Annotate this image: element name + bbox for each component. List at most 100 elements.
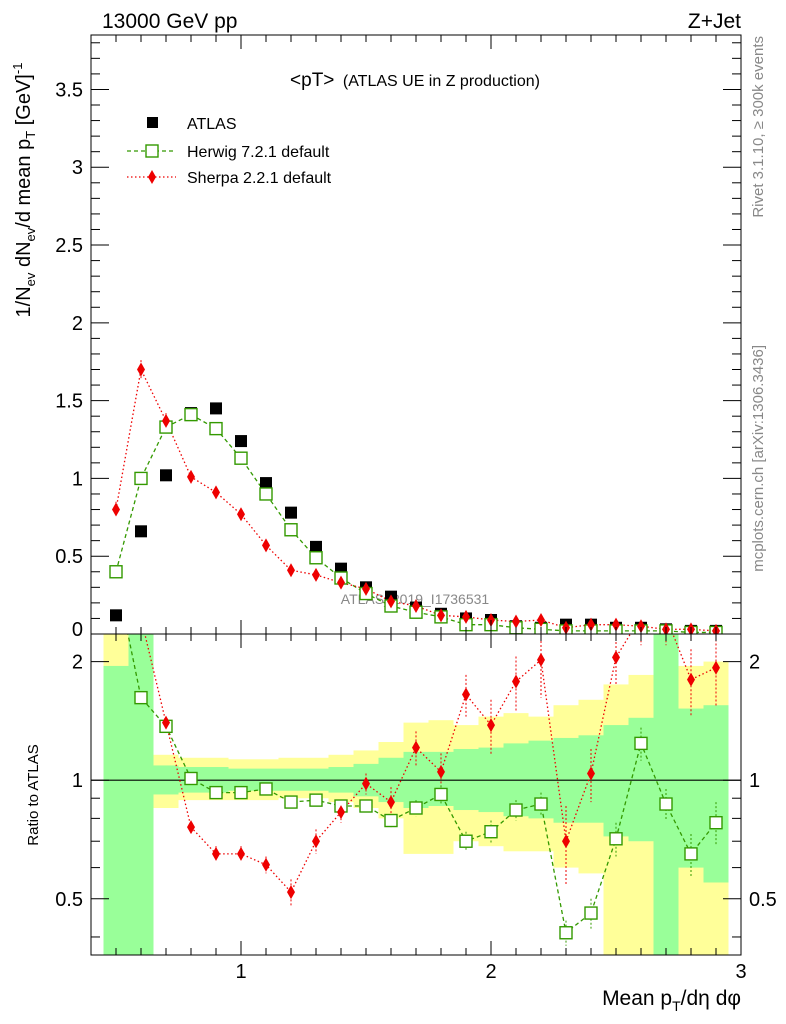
sherpa-point: [312, 567, 320, 582]
legend-herwig-marker: [145, 144, 159, 158]
ratio-sherpa-point: [237, 846, 245, 861]
ratio-sherpa-point: [112, 448, 120, 462]
ratio-y-tick-label-right: 2: [749, 652, 760, 674]
ratio-herwig-point: [134, 690, 148, 705]
ratio-sherpa-point: [212, 846, 220, 861]
sherpa-point: [587, 617, 595, 632]
ratio-sherpa-point: [262, 857, 270, 872]
sherpa-point: [412, 598, 420, 613]
sherpa-point: [112, 502, 120, 517]
herwig-point: [109, 565, 123, 579]
ratio-uncertainty-bands: [103, 634, 729, 955]
herwig-point: [259, 487, 273, 501]
ratio-herwig-point: [634, 736, 648, 751]
ratio-sherpa-point: [587, 766, 595, 781]
sherpa-point: [637, 619, 645, 634]
legend-sherpa-label: Sherpa 2.2.1 default: [187, 170, 332, 187]
ratio-band-inner: [103, 665, 129, 955]
ratio-y-tick-label: 1: [72, 770, 83, 792]
main-title-subtitle: (ATLAS UE in Z production): [343, 73, 540, 90]
main-y-tick-label: 1: [72, 468, 83, 490]
ratio-band-inner: [453, 748, 479, 811]
main-y-tick-label: 0: [72, 619, 83, 641]
header-process: Z+Jet: [688, 10, 741, 33]
header-energy: 13000 GeV pp: [102, 10, 237, 33]
atlas-point: [110, 609, 122, 622]
main-y-tick-label: 2.5: [55, 235, 83, 257]
ratio-sherpa-point: [487, 718, 495, 733]
ratio-herwig-point: [584, 906, 598, 920]
herwig-point: [309, 551, 323, 565]
ratio-sherpa-point: [162, 715, 170, 730]
ratio-sherpa-point: [562, 834, 570, 849]
ratio-sherpa-point: [362, 776, 370, 791]
ratio-herwig-point: [559, 926, 573, 940]
sherpa-point: [437, 608, 445, 623]
sherpa-point: [387, 594, 395, 609]
ratio-sherpa-point: [337, 805, 345, 820]
ratio-sherpa-point: [712, 660, 720, 675]
herwig-point: [284, 523, 298, 537]
ratio-sherpa-point: [412, 740, 420, 755]
x-tick-label: 1: [235, 961, 246, 983]
ratio-herwig-point: [359, 799, 373, 813]
sherpa-point: [362, 581, 370, 596]
axis-ticks: 1 2 3 0 0.5 1 1.5 2 2.5 3 3.5 0.5 0.5 1 1 2 2: [55, 35, 777, 983]
ratio-herwig-point: [284, 795, 298, 809]
ratio-y-tick-label-right: 0.5: [749, 889, 777, 911]
ratio-herwig-point: [409, 801, 423, 815]
ratio-herwig-point: [459, 834, 473, 848]
herwig-point: [234, 451, 248, 465]
ratio-herwig-point: [484, 825, 498, 839]
sherpa-point: [287, 563, 295, 578]
main-y-tick-label: 2: [72, 313, 83, 335]
ratio-sherpa-point: [187, 820, 195, 835]
ratio-herwig-point: [684, 847, 698, 861]
ratio-sherpa-point: [137, 611, 145, 625]
sherpa-point: [262, 538, 270, 553]
side-mcplots-info: mcplots.cern.ch [arXiv:1306.3436]: [750, 345, 767, 572]
ratio-sherpa-point: [537, 652, 545, 667]
ratio-sherpa-point: [312, 834, 320, 849]
ratio-herwig-point: [384, 813, 398, 828]
legend-sherpa-marker: [148, 170, 156, 184]
herwig-point: [184, 407, 198, 422]
legend: ATLAS Herwig 7.2.1 default Sherpa 2.2.1 …: [127, 116, 332, 187]
herwig-point: [209, 421, 223, 436]
legend-atlas-label: ATLAS: [187, 116, 237, 133]
ratio-sherpa-point: [387, 795, 395, 810]
ratio-sherpa-point: [687, 672, 695, 687]
main-y-tick-label: 3.5: [55, 79, 83, 101]
ratio-band-inner: [678, 708, 704, 868]
atlas-point: [210, 402, 222, 415]
ratio-herwig-point: [184, 771, 198, 786]
sherpa-point: [487, 612, 495, 627]
ratio-y-tick-label: 2: [72, 652, 83, 674]
ratio-band-inner: [703, 705, 729, 883]
ratio-sherpa-point: [612, 650, 620, 665]
sherpa-point: [237, 507, 245, 522]
ratio-herwig-point: [434, 787, 448, 802]
legend-herwig-label: Herwig 7.2.1 default: [187, 144, 330, 161]
main-y-tick-label: 1.5: [55, 391, 83, 413]
main-y-tick-label: 3: [72, 157, 83, 179]
ratio-y-axis-label: Ratio to ATLAS: [25, 744, 42, 845]
atlas-point: [160, 469, 172, 482]
atlas-point: [310, 540, 322, 553]
ratio-sherpa-point: [662, 610, 670, 624]
sherpa-point: [137, 362, 145, 377]
ratio-y-tick-label: 0.5: [55, 889, 83, 911]
ratio-herwig-point: [609, 832, 623, 846]
main-y-tick-label: 0.5: [55, 546, 83, 568]
ratio-sherpa-point: [437, 764, 445, 779]
ratio-herwig-point: [234, 785, 248, 800]
sherpa-point: [537, 612, 545, 627]
main-y-axis-label: 1/Nev dNev/d mean pT [GeV]-1: [10, 63, 38, 318]
sherpa-point: [187, 469, 195, 484]
atlas-point: [235, 435, 247, 448]
atlas-point: [135, 525, 147, 538]
sherpa-point: [337, 575, 345, 590]
ratio-panel-data: [112, 448, 723, 946]
ratio-herwig-point: [259, 782, 273, 796]
